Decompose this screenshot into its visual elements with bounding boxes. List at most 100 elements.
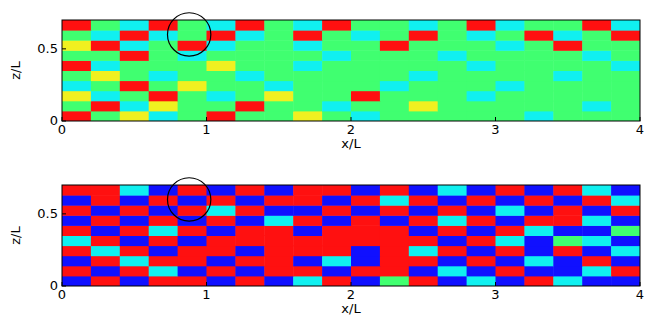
- cell: [120, 111, 149, 121]
- cell: [438, 225, 467, 236]
- cell: [293, 71, 322, 82]
- x-tick-label: 2: [347, 287, 355, 302]
- cell: [207, 101, 236, 112]
- cell: [91, 215, 120, 226]
- panel: 0123400.5x/Lz/L: [8, 13, 644, 151]
- cell: [524, 81, 553, 92]
- cell: [91, 30, 120, 41]
- cell: [409, 81, 438, 92]
- cell: [438, 266, 467, 277]
- cell: [467, 60, 496, 71]
- x-axis-title: x/L: [341, 301, 361, 316]
- cell: [91, 276, 120, 286]
- cell: [293, 276, 322, 286]
- cell: [293, 185, 322, 196]
- cell: [149, 30, 178, 41]
- cell: [62, 71, 91, 82]
- cell: [438, 195, 467, 206]
- cell: [351, 30, 380, 41]
- cell: [524, 236, 553, 247]
- cell: [293, 60, 322, 71]
- cell: [207, 91, 236, 102]
- cell: [91, 185, 120, 196]
- cell: [351, 91, 380, 102]
- cell: [149, 236, 178, 247]
- cell: [62, 40, 91, 51]
- cell: [62, 91, 91, 102]
- cell: [438, 215, 467, 226]
- cell: [322, 91, 351, 102]
- cell: [62, 111, 91, 121]
- cell: [611, 205, 640, 216]
- cell: [62, 101, 91, 112]
- cell: [496, 236, 525, 247]
- cell: [496, 205, 525, 216]
- cell: [553, 60, 582, 71]
- cell: [120, 185, 149, 196]
- frame: [62, 185, 640, 286]
- cell: [380, 256, 409, 267]
- cell: [264, 111, 293, 121]
- x-tick: [640, 282, 641, 286]
- cell: [553, 30, 582, 41]
- cell: [380, 195, 409, 206]
- cell: [264, 40, 293, 51]
- cell: [120, 236, 149, 247]
- cell: [264, 236, 293, 247]
- cell: [91, 60, 120, 71]
- cell: [611, 20, 640, 31]
- cell: [207, 205, 236, 216]
- cell: [438, 71, 467, 82]
- cell: [496, 246, 525, 257]
- cell: [467, 185, 496, 196]
- cell: [322, 266, 351, 277]
- cell: [524, 101, 553, 112]
- cell: [62, 205, 91, 216]
- cell: [496, 81, 525, 92]
- cell: [178, 91, 207, 102]
- cell: [178, 30, 207, 41]
- cell: [582, 256, 611, 267]
- x-tick-label: 1: [202, 122, 210, 137]
- cell: [524, 225, 553, 236]
- cell: [351, 40, 380, 51]
- cell: [438, 185, 467, 196]
- cell: [120, 91, 149, 102]
- cell: [149, 111, 178, 121]
- cell: [207, 60, 236, 71]
- cell: [264, 266, 293, 277]
- cell: [178, 256, 207, 267]
- cell: [120, 101, 149, 112]
- cell: [178, 185, 207, 196]
- cell: [120, 266, 149, 277]
- cell: [467, 205, 496, 216]
- cell: [91, 91, 120, 102]
- cell: [409, 111, 438, 121]
- y-tick: [62, 213, 66, 214]
- cell: [293, 20, 322, 31]
- cell: [553, 246, 582, 257]
- cell: [120, 195, 149, 206]
- cell: [62, 20, 91, 31]
- cell: [496, 195, 525, 206]
- cell: [582, 30, 611, 41]
- cell: [380, 50, 409, 61]
- cell: [553, 50, 582, 61]
- cell: [611, 60, 640, 71]
- cell: [178, 225, 207, 236]
- cell: [409, 60, 438, 71]
- cell: [409, 185, 438, 196]
- cell: [91, 81, 120, 92]
- cell: [438, 236, 467, 247]
- cell: [293, 215, 322, 226]
- cell: [207, 236, 236, 247]
- cell: [293, 256, 322, 267]
- cell: [467, 246, 496, 257]
- cell: [582, 205, 611, 216]
- cell: [264, 246, 293, 257]
- cell: [438, 60, 467, 71]
- cell: [62, 30, 91, 41]
- x-tick-label: 2: [347, 122, 355, 137]
- cells: [62, 185, 640, 286]
- x-tick-label: 0: [58, 287, 66, 302]
